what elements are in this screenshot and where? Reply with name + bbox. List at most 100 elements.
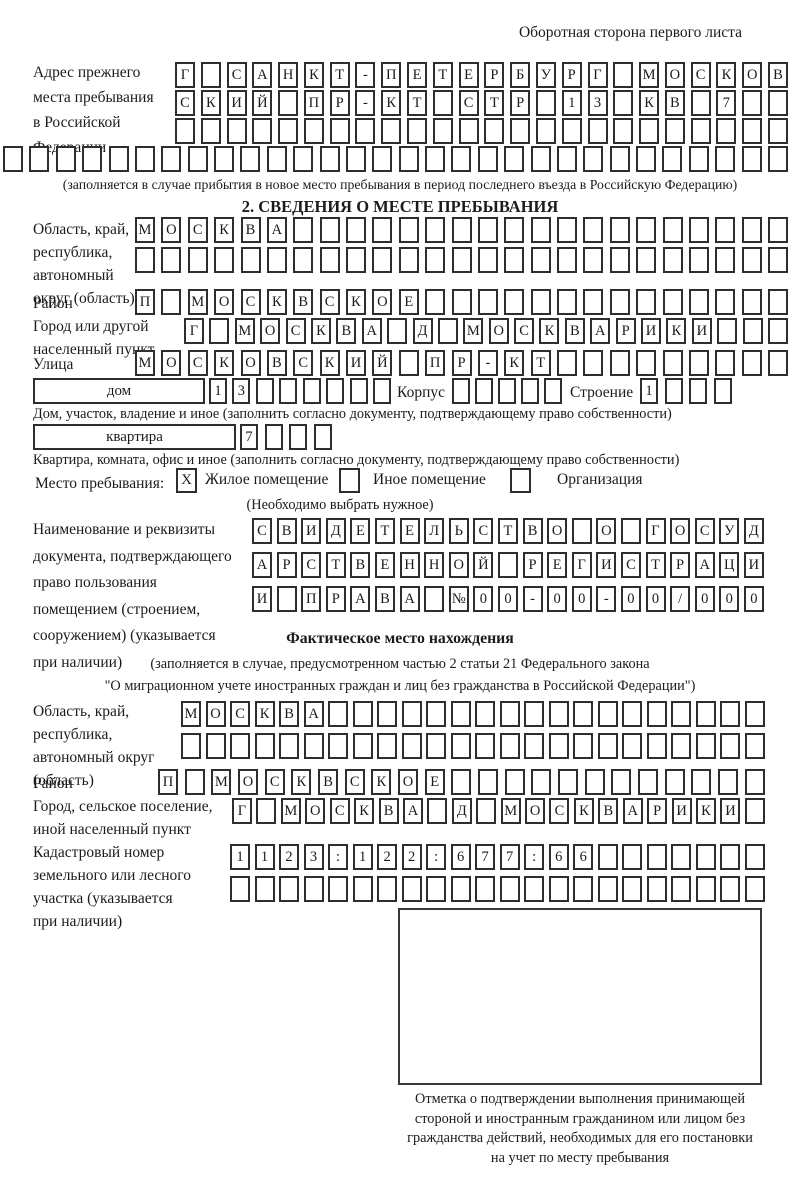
char-box [504, 289, 525, 315]
char-box [638, 769, 659, 795]
char-box [744, 876, 765, 902]
char-box: А [252, 62, 273, 88]
region-label: Область, край, республика, автономный округ… [33, 218, 163, 310]
char-box: 3 [232, 378, 251, 404]
char-box [583, 289, 604, 315]
char-box: 0 [694, 586, 715, 612]
char-box: О [547, 518, 568, 544]
char-box [609, 217, 630, 243]
char-box: К [371, 769, 392, 795]
char-box [303, 733, 324, 759]
char-box [398, 217, 419, 243]
char-box [671, 701, 692, 727]
char-box: К [214, 350, 235, 376]
char-box: С [694, 518, 715, 544]
char-box [531, 769, 552, 795]
char-box [767, 318, 788, 344]
char-box: 2 [377, 844, 398, 870]
label-line: сооружением) (указывается [33, 627, 216, 644]
char-box: Д [325, 518, 346, 544]
char-box [688, 247, 709, 273]
char-box [398, 350, 419, 376]
label-line: (область) [33, 772, 94, 789]
char-box [504, 247, 525, 273]
prev-address-label: Адрес прежнего места пребывания в Российск… [33, 60, 183, 160]
char-box [401, 733, 422, 759]
fact-city-label: Город, сельское поселение, иной населенны… [33, 795, 233, 841]
char-box [510, 118, 531, 144]
char-box: 7 [499, 844, 520, 870]
char-box [451, 247, 472, 273]
char-box [313, 424, 332, 450]
char-box: И [252, 586, 272, 612]
char-box: Р [484, 62, 505, 88]
char-box [636, 217, 657, 243]
char-box [319, 146, 340, 172]
char-box: О [161, 217, 182, 243]
char-box [662, 247, 683, 273]
char-box: Д [743, 518, 764, 544]
char-box [451, 217, 472, 243]
char-box [688, 350, 709, 376]
char-box: О [742, 62, 763, 88]
char-box [293, 217, 314, 243]
char-box [425, 289, 446, 315]
char-box [181, 733, 201, 759]
char-box [741, 289, 762, 315]
char-box [240, 146, 261, 172]
char-box: 6 [573, 844, 594, 870]
char-box: М [135, 217, 155, 243]
char-box: П [303, 90, 324, 116]
char-box: О [161, 350, 182, 376]
char-box [352, 876, 373, 902]
char-box: К [639, 90, 660, 116]
char-box [424, 586, 445, 612]
char-box: А [399, 586, 420, 612]
fact-district-label: Район [33, 775, 73, 792]
char-box [377, 701, 398, 727]
char-box [689, 378, 708, 404]
char-box: С [514, 318, 535, 344]
char-box: П [135, 289, 155, 315]
char-box: С [549, 798, 570, 824]
char-box: № [448, 586, 469, 612]
char-box: А [694, 552, 715, 578]
char-box: В [564, 318, 585, 344]
char-box: К [716, 62, 737, 88]
char-box [175, 118, 195, 144]
char-box [451, 769, 472, 795]
char-box [187, 146, 208, 172]
char-box [427, 798, 448, 824]
char-box: Р [451, 350, 472, 376]
char-box [161, 289, 182, 315]
char-box [557, 350, 577, 376]
char-box: В [293, 289, 314, 315]
stay-type-label: Место пребывания: [35, 475, 165, 492]
char-box: А [590, 318, 611, 344]
char-box [451, 146, 472, 172]
char-box [346, 217, 366, 243]
label-line: Область, край, [33, 221, 130, 238]
char-box [326, 378, 345, 404]
label-line: автономный округ [33, 749, 155, 766]
char-box: Д [451, 798, 472, 824]
char-box [432, 90, 453, 116]
char-box: О [670, 518, 691, 544]
char-box: 0 [645, 586, 666, 612]
char-box [256, 798, 277, 824]
char-box [475, 701, 496, 727]
char-box [475, 733, 496, 759]
char-box: Д [412, 318, 433, 344]
char-box: И [301, 518, 322, 544]
char-box [561, 118, 582, 144]
char-box: А [350, 586, 371, 612]
char-box: С [473, 518, 494, 544]
char-box [82, 146, 103, 172]
char-box: : [328, 844, 349, 870]
char-box [355, 118, 376, 144]
char-box [530, 289, 551, 315]
district-label: Район [33, 295, 73, 312]
char-box [715, 350, 736, 376]
label-line: в Российской [33, 114, 121, 131]
